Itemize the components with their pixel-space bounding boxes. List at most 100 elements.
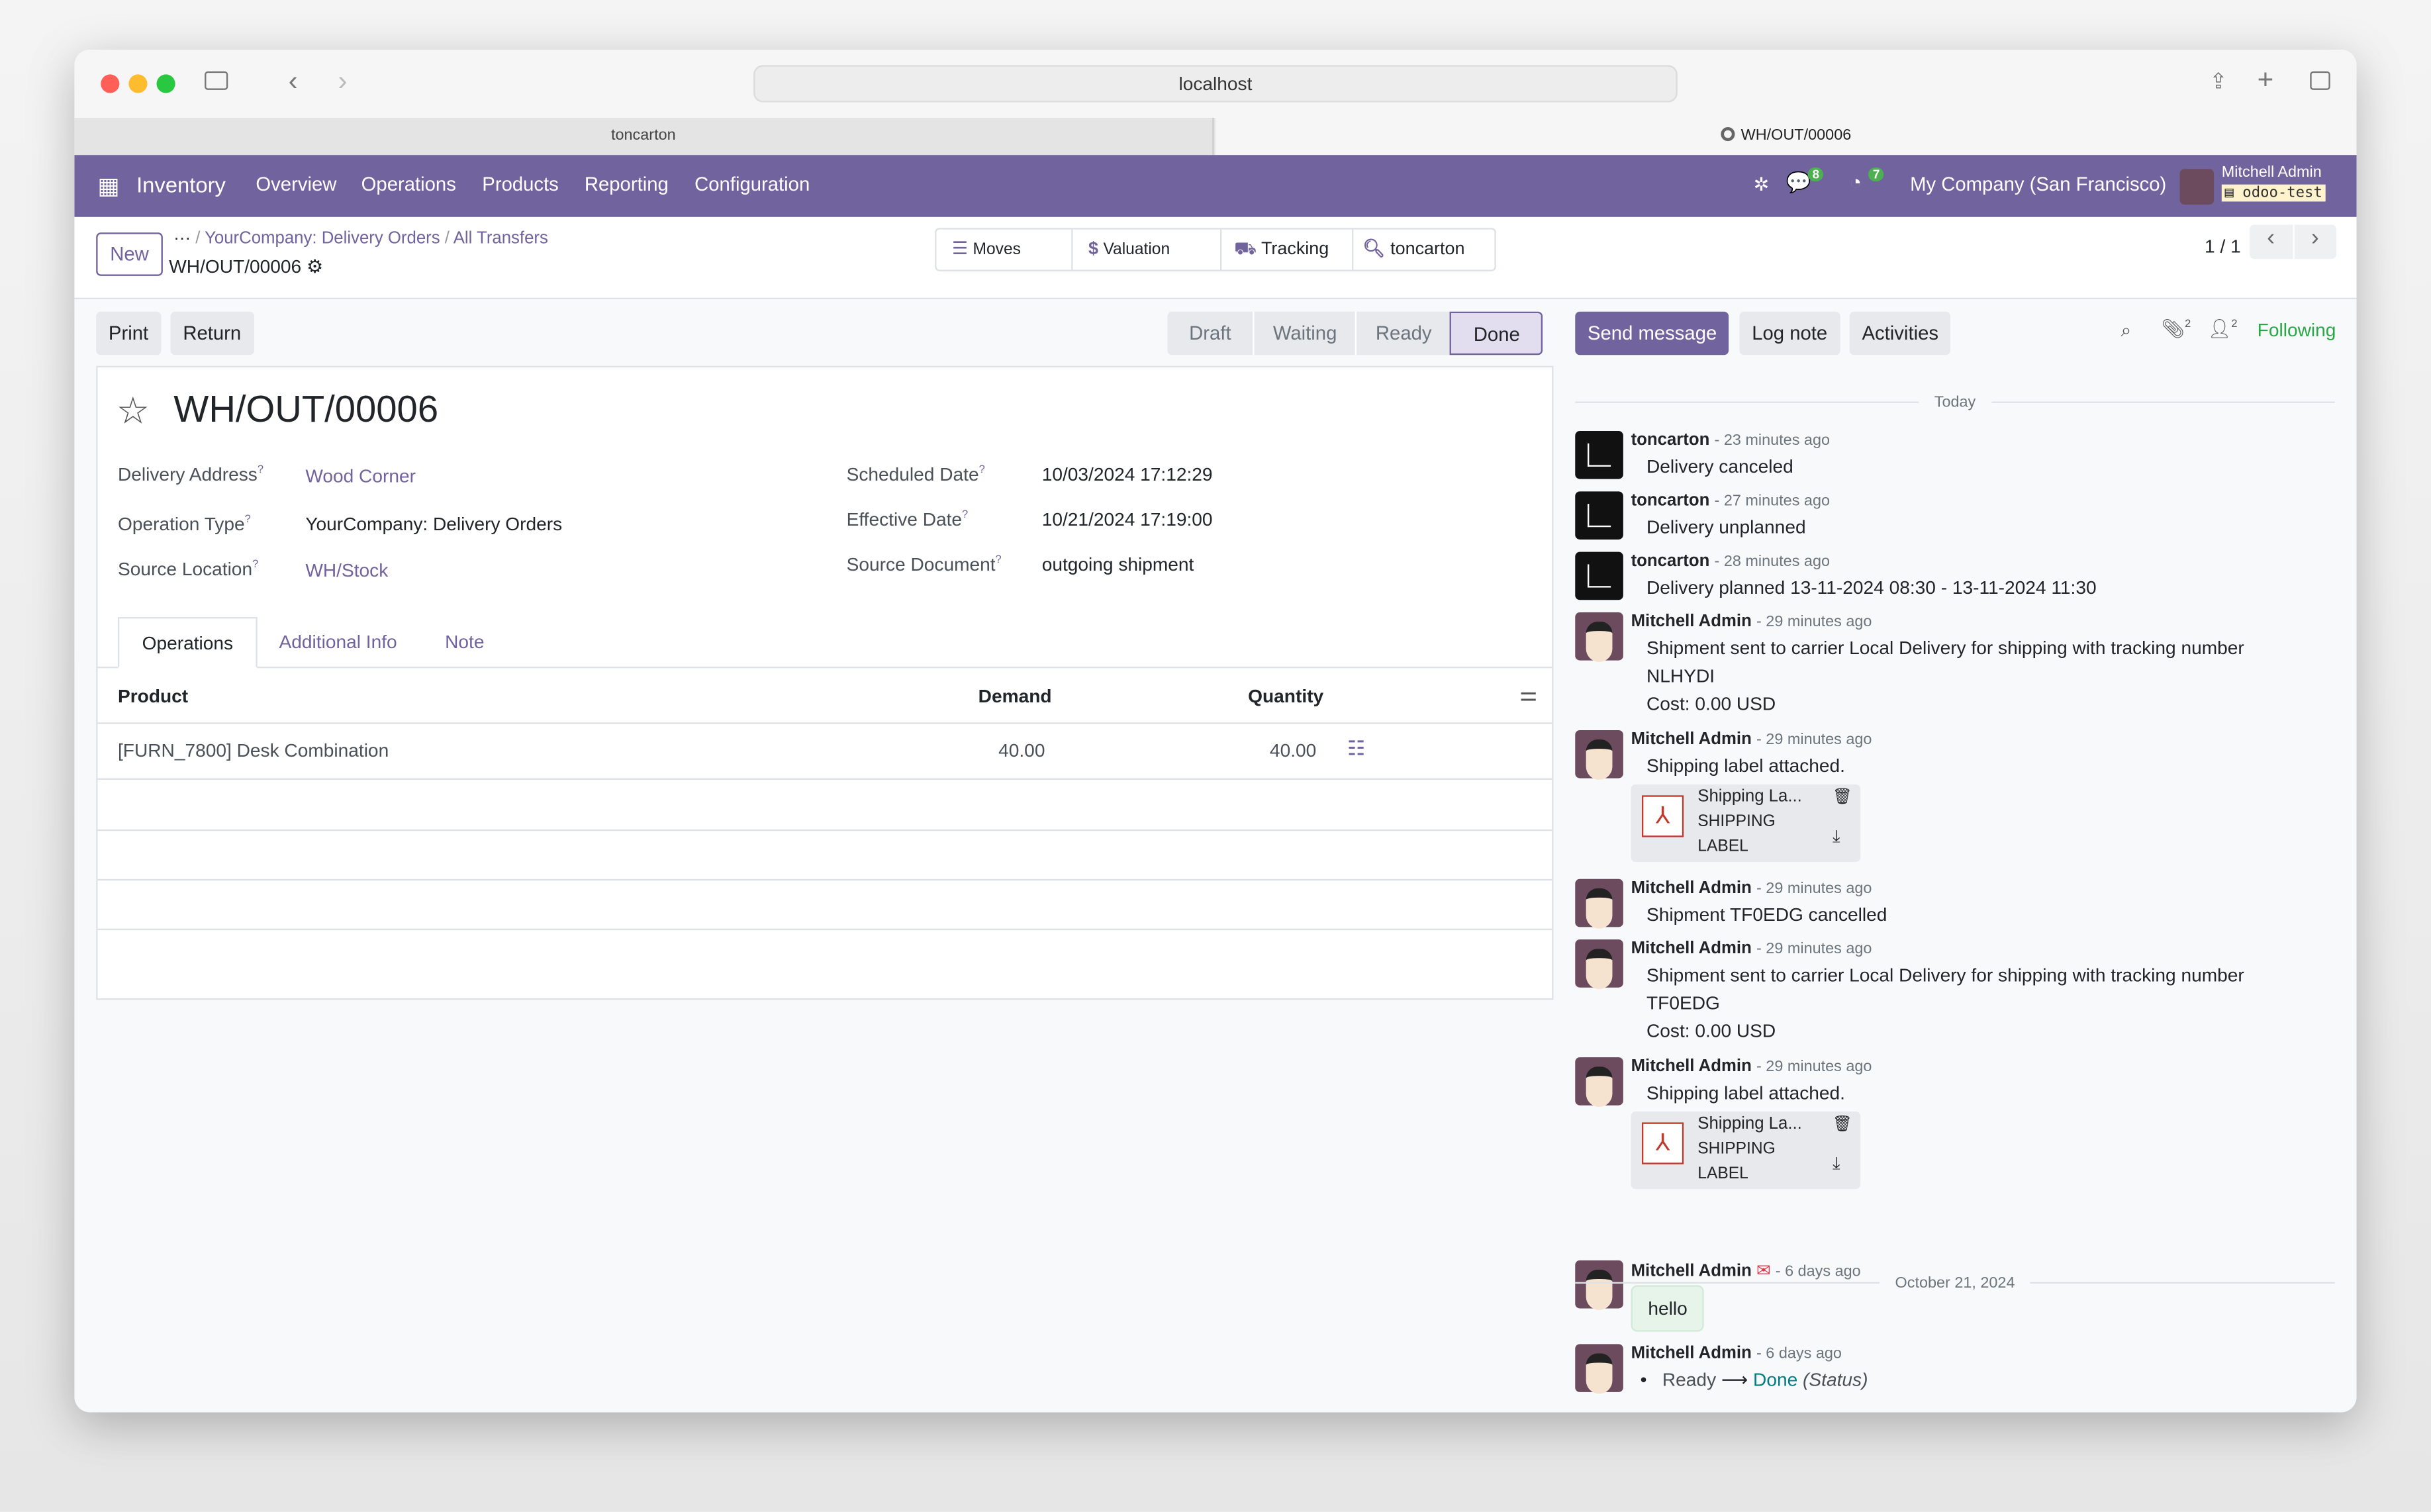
author-name[interactable]: Mitchell Admin [1631, 1057, 1752, 1076]
activities-icon[interactable]: ◔ [1849, 170, 1862, 194]
following-button[interactable]: Following [2257, 319, 2336, 342]
author-name[interactable]: Mitchell Admin [1631, 1344, 1752, 1363]
author-avatar[interactable] [1575, 1344, 1623, 1394]
column-product[interactable]: Product [117, 685, 189, 707]
pager-next-icon[interactable]: › [2311, 224, 2319, 252]
sidebar-toggle-icon[interactable] [205, 71, 228, 90]
send-message-button[interactable]: Send message [1575, 311, 1730, 355]
address-bar[interactable]: localhost [753, 65, 1678, 103]
quantity-cell[interactable]: 40.00 [1269, 739, 1317, 761]
breadcrumb-all-transfers[interactable]: All Transfers [453, 229, 548, 248]
tracking-button[interactable]: ⛟ Tracking [1221, 229, 1354, 270]
app-name[interactable]: Inventory [136, 171, 226, 197]
operation-type-field[interactable]: YourCompany: Delivery Orders [305, 513, 563, 535]
tab-overview-icon[interactable] [2310, 71, 2330, 90]
author-avatar[interactable] [1575, 612, 1623, 662]
new-button[interactable]: New [96, 232, 163, 276]
maximize-window-button[interactable] [156, 74, 175, 93]
author-avatar[interactable] [1575, 939, 1623, 990]
status-bar: Draft Waiting Ready Done [1167, 311, 1543, 355]
empty-row [97, 780, 1552, 831]
download-icon[interactable]: ⤓ [1833, 1155, 1840, 1174]
source-document-field[interactable]: outgoing shipment [1041, 553, 1194, 575]
activities-button[interactable]: Activities [1849, 311, 1951, 355]
tab-note[interactable]: Note [445, 631, 485, 653]
download-icon[interactable]: ⤓ [1833, 827, 1840, 847]
star-icon[interactable]: ☆ [116, 391, 150, 433]
author-name[interactable]: Mitchell Admin [1631, 1262, 1752, 1281]
forward-icon[interactable]: › [338, 65, 348, 97]
search-icon[interactable]: ⌕ [2121, 319, 2132, 342]
user-name[interactable]: Mitchell Admin [2221, 164, 2322, 181]
status-draft[interactable]: Draft [1167, 311, 1253, 355]
breadcrumb-delivery-orders[interactable]: YourCompany: Delivery Orders [205, 229, 440, 248]
attachment-card[interactable]: ⅄ Shipping La... SHIPPING LABEL 🗑︎ ⤓ [1631, 1111, 1861, 1190]
debug-icon[interactable]: ✲ [1753, 173, 1770, 196]
tab-additional-info[interactable]: Additional Info [279, 631, 397, 653]
effective-date-field[interactable]: 10/21/2024 17:19:00 [1041, 508, 1213, 530]
return-button[interactable]: Return [170, 311, 254, 355]
back-icon[interactable]: ‹ [288, 65, 298, 97]
company-switcher[interactable]: My Company (San Francisco) [1910, 173, 2167, 196]
author-avatar[interactable] [1575, 878, 1623, 929]
close-window-button[interactable] [101, 74, 120, 93]
optional-columns-icon[interactable]: ⚌ [1519, 682, 1538, 706]
valuation-button[interactable]: $ Valuation [1073, 229, 1222, 270]
tab-operations[interactable]: Operations [117, 617, 258, 669]
author-name[interactable]: toncarton [1631, 431, 1710, 450]
status-ready[interactable]: Ready [1355, 311, 1451, 355]
menu-operations[interactable]: Operations [361, 173, 456, 196]
field-label: Operation Type? [117, 513, 251, 535]
author-name[interactable]: toncarton [1631, 491, 1710, 510]
scheduled-date-field[interactable]: 10/03/2024 17:12:29 [1041, 463, 1213, 485]
attachment-card[interactable]: ⅄ Shipping La... SHIPPING LABEL 🗑︎ ⤓ [1631, 784, 1861, 863]
status-done[interactable]: Done [1450, 311, 1543, 355]
tab-active[interactable]: WH/OUT/00006 [1215, 117, 2357, 156]
pager-value[interactable]: 1 / 1 [2205, 235, 2241, 258]
status-waiting[interactable]: Waiting [1253, 311, 1356, 355]
followers-button[interactable]: 👤︎2 [2207, 318, 2238, 340]
column-quantity[interactable]: Quantity [1248, 685, 1324, 707]
activities-badge: 7 [1868, 167, 1885, 181]
menu-configuration[interactable]: Configuration [694, 173, 810, 196]
delivery-address-field[interactable]: Wood Corner [305, 465, 416, 487]
log-note-button[interactable]: Log note [1739, 311, 1840, 355]
user-avatar[interactable] [2179, 169, 2215, 205]
author-avatar[interactable] [1575, 551, 1623, 600]
author-avatar[interactable] [1575, 431, 1623, 479]
tab-toncarton[interactable]: toncarton [74, 117, 1214, 156]
author-name[interactable]: Mitchell Admin [1631, 730, 1752, 749]
column-demand[interactable]: Demand [978, 685, 1052, 707]
pager-previous-icon[interactable]: ‹ [2250, 224, 2294, 260]
delete-icon[interactable]: 🗑︎ [1833, 1116, 1852, 1133]
table-row[interactable]: [FURN_7800] Desk Combination 40.00 40.00… [97, 724, 1552, 780]
moves-button[interactable]: ☰ Moves [936, 229, 1073, 270]
new-tab-icon[interactable]: + [2257, 64, 2274, 95]
menu-reporting[interactable]: Reporting [584, 173, 669, 196]
minimize-window-button[interactable] [128, 74, 148, 93]
attachment-type: LABEL [1697, 1164, 1748, 1183]
author-avatar[interactable] [1575, 730, 1623, 780]
author-avatar[interactable] [1575, 491, 1623, 540]
menu-products[interactable]: Products [482, 173, 559, 196]
share-icon[interactable]: ⇪ [2209, 68, 2228, 93]
breadcrumb-more[interactable]: ··· [173, 229, 191, 248]
attachments-button[interactable]: 📎︎2 [2161, 318, 2191, 340]
menu-overview[interactable]: Overview [256, 173, 337, 196]
field-label: Delivery Address? [117, 463, 263, 485]
gear-icon[interactable]: ⚙ [306, 256, 324, 278]
product-cell[interactable]: [FURN_7800] Desk Combination [117, 739, 389, 761]
source-location-field[interactable]: WH/Stock [305, 559, 389, 582]
messages-icon[interactable]: 💬 [1786, 170, 1811, 194]
author-name[interactable]: Mitchell Admin [1631, 939, 1752, 959]
details-list-icon[interactable]: ☷ [1347, 736, 1366, 760]
author-name[interactable]: Mitchell Admin [1631, 612, 1752, 632]
author-name[interactable]: Mitchell Admin [1631, 878, 1752, 898]
carrier-button[interactable]: 🔍︎ toncarton [1353, 230, 1494, 270]
print-button[interactable]: Print [96, 311, 161, 355]
author-avatar[interactable] [1575, 1057, 1623, 1108]
delete-icon[interactable]: 🗑︎ [1833, 788, 1852, 806]
apps-menu-icon[interactable]: ▦ [97, 173, 120, 201]
author-name[interactable]: toncarton [1631, 551, 1710, 571]
author-avatar[interactable] [1575, 1260, 1623, 1310]
